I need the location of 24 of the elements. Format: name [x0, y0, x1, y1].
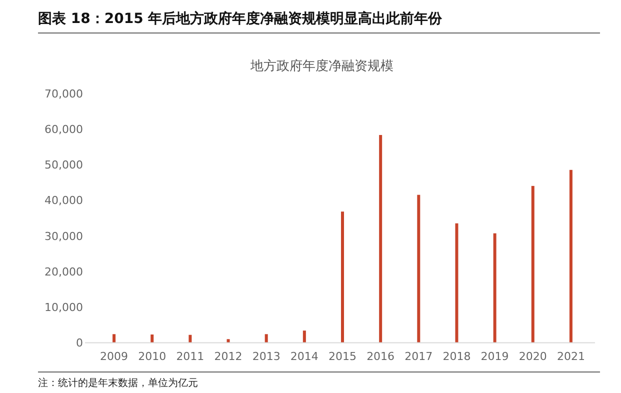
- annotation: 注：统计的是年末数据，单位为亿元: [38, 378, 198, 389]
- xtick: 2021: [556, 350, 585, 363]
- ytick: 30,000: [44, 230, 83, 243]
- ytick: 60,000: [44, 122, 83, 136]
- ytick: 20,000: [44, 265, 83, 278]
- ytick: 10,000: [44, 301, 83, 314]
- ytick: 40,000: [44, 194, 83, 208]
- xtick: 2018: [442, 350, 471, 363]
- xtick: 2011: [176, 350, 204, 363]
- xtick: 2019: [480, 350, 509, 363]
- ytick: 50,000: [44, 158, 83, 172]
- xtick: 2010: [138, 350, 166, 363]
- ytick: 70,000: [44, 87, 83, 100]
- xtick: 2015: [328, 350, 356, 363]
- xtick: 2012: [214, 350, 242, 363]
- xtick: 2017: [404, 350, 433, 363]
- xtick: 2016: [366, 350, 395, 363]
- title: 图表 18：2015 年后地方政府年度净融资规模明显高出此前年份: [38, 11, 442, 27]
- xtick: 2009: [100, 350, 128, 363]
- ytick: 0: [76, 336, 83, 350]
- subtitle: 地方政府年度净融资规模: [250, 59, 394, 74]
- xtick: 2014: [290, 350, 318, 363]
- xtick: 2013: [252, 350, 280, 363]
- xtick: 2020: [518, 350, 547, 363]
